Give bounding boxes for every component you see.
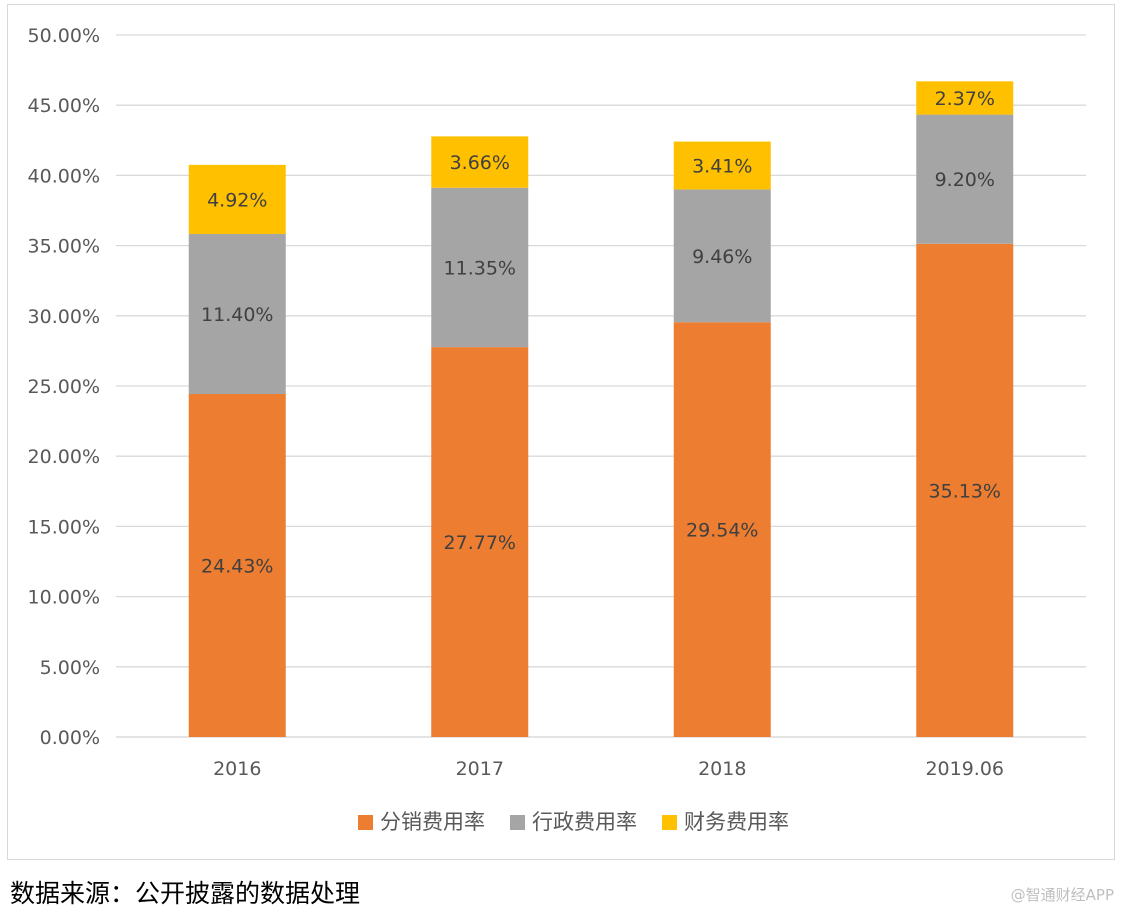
bar-segment [188, 164, 286, 234]
bar-segment [673, 189, 771, 323]
data-label: 35.13% [929, 480, 1001, 502]
data-labels: 24.43% 11.40% 4.92% 27.77% 11.35% 3.66% 29.54%… [201, 88, 1001, 578]
watermark: @智通财经APP [1010, 886, 1114, 904]
data-label: 3.41% [692, 156, 752, 178]
y-tick-label: 45.00% [28, 95, 100, 117]
legend-swatch [662, 815, 677, 830]
legend-label: 分销费用率 [380, 810, 485, 834]
y-tick-label: 15.00% [28, 516, 100, 538]
y-tick-label: 0.00% [40, 727, 100, 749]
x-tick-label: 2017 [456, 758, 504, 780]
y-tick-label: 10.00% [28, 587, 100, 609]
bar-segment [673, 322, 771, 737]
bar-segment [431, 187, 529, 348]
legend-label: 财务费用率 [684, 810, 789, 834]
data-label: 24.43% [201, 556, 273, 578]
data-label: 11.35% [444, 257, 516, 279]
data-label: 27.77% [444, 532, 516, 554]
x-tick-label: 2016 [213, 758, 261, 780]
y-tick-label: 30.00% [28, 306, 100, 328]
legend-swatch [358, 815, 373, 830]
stacked-bar-chart: 0.00% 5.00% 10.00% 15.00% 20.00% 25.00% 30.00%… [28, 25, 1086, 834]
bar-segment [431, 347, 529, 737]
data-label: 9.20% [935, 169, 995, 191]
y-tick-label: 25.00% [28, 376, 100, 398]
x-axis-ticks: 2016 2017 2018 2019.06 [213, 758, 1004, 780]
data-label: 4.92% [207, 189, 267, 211]
data-label: 29.54% [686, 520, 758, 542]
bars [188, 81, 1014, 738]
bar-segment [188, 394, 286, 737]
bar-segment [673, 141, 771, 190]
data-label: 11.40% [201, 304, 273, 326]
x-tick-label: 2019.06 [925, 758, 1004, 780]
x-tick-label: 2018 [698, 758, 746, 780]
y-tick-label: 50.00% [28, 25, 100, 47]
bar-segment [916, 81, 1014, 115]
bar-segment [916, 114, 1014, 244]
bar-segment [188, 233, 286, 395]
legend-label: 行政费用率 [532, 810, 637, 834]
legend-swatch [510, 815, 525, 830]
data-label: 9.46% [692, 246, 752, 268]
chart-frame: 0.00% 5.00% 10.00% 15.00% 20.00% 25.00% 30.00%… [7, 4, 1115, 860]
y-tick-label: 40.00% [28, 165, 100, 187]
legend: 分销费用率 行政费用率 财务费用率 [358, 810, 789, 834]
y-tick-label: 5.00% [40, 657, 100, 679]
bar-segment [431, 136, 529, 188]
source-note: 数据来源：公开披露的数据处理 [10, 879, 361, 908]
y-axis-ticks: 0.00% 5.00% 10.00% 15.00% 20.00% 25.00% 30.00%… [28, 25, 100, 749]
bar-segment [916, 243, 1014, 738]
y-tick-label: 20.00% [28, 446, 100, 468]
data-label: 2.37% [935, 88, 995, 110]
data-label: 3.66% [450, 152, 510, 174]
y-tick-label: 35.00% [28, 236, 100, 258]
